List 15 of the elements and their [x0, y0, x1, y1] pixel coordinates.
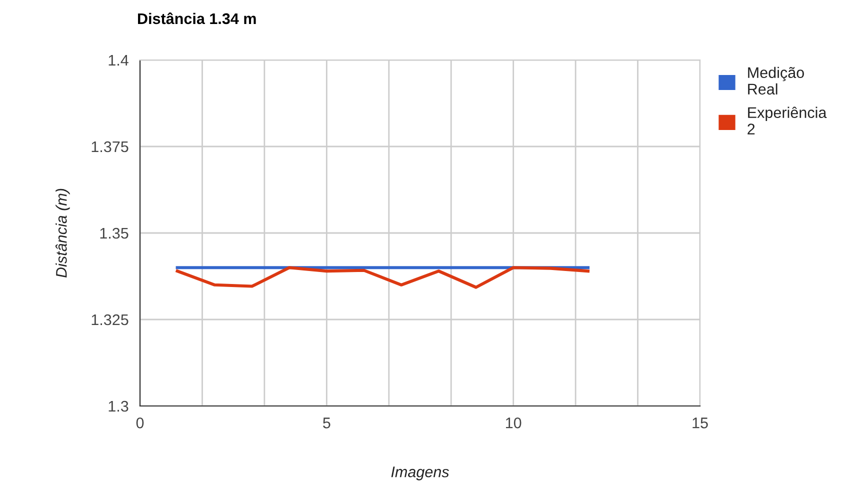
- y-tick-label: 1.375: [92, 141, 128, 152]
- legend-label: Medição Real: [748, 66, 804, 95]
- x-tick-label: 15: [692, 418, 708, 428]
- legend-label: Experiência 2: [748, 106, 827, 134]
- chart-title: Distância 1.34 m: [138, 12, 256, 24]
- x-tick-label: 5: [323, 418, 330, 428]
- x-tick-label: 10: [506, 418, 522, 428]
- x-tick-label: 0: [136, 418, 144, 428]
- y-tick-label: 1.325: [92, 314, 128, 326]
- y-tick-label: 1.35: [100, 228, 128, 239]
- y-tick-label: 1.3: [108, 400, 128, 412]
- y-axis-title: Distância (m): [56, 188, 70, 278]
- line-series: [176, 266, 590, 289]
- x-axis-title: Imagens: [391, 466, 449, 480]
- y-tick-label: 1.4: [108, 55, 128, 66]
